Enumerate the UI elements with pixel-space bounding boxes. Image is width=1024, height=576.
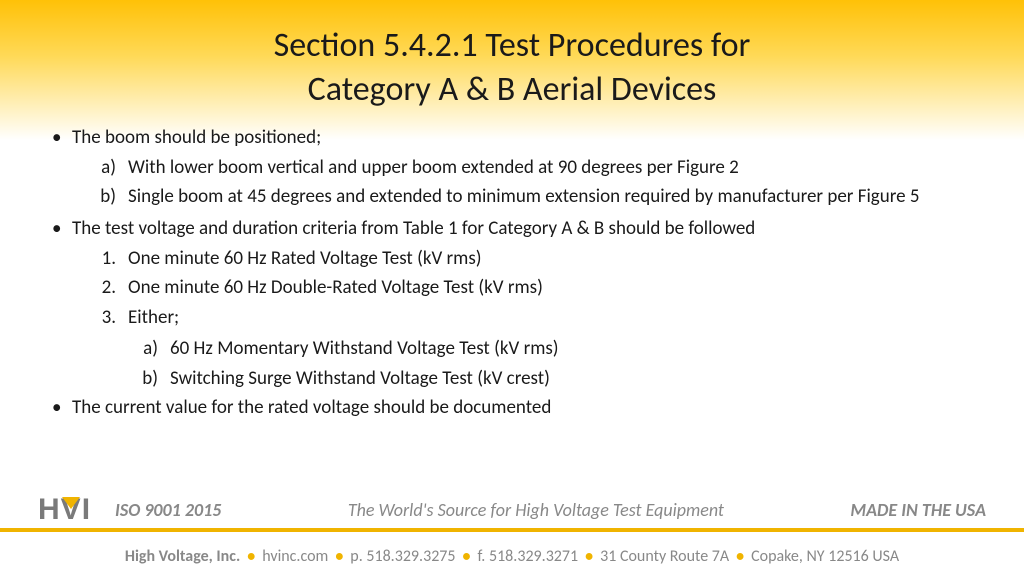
marker-2: 2. [98, 274, 128, 302]
bullet-2-1-text: One minute 60 Hz Rated Voltage Test (kV … [128, 245, 482, 273]
bullet-dot: • [50, 215, 72, 243]
tagline: The World's Source for High Voltage Test… [221, 499, 850, 521]
bullet-1: • The boom should be positioned; [50, 124, 974, 152]
marker-3: 3. [98, 304, 128, 332]
separator: • [335, 547, 343, 566]
title-line-1: Section 5.4.2.1 Test Procedures for [274, 25, 751, 66]
marker-a: a) [140, 335, 170, 363]
address-city: Copake, NY 12516 USA [751, 547, 899, 566]
bullet-2-text: The test voltage and duration criteria f… [72, 215, 755, 243]
marker-1: 1. [98, 245, 128, 273]
footer-upper: HVI ISO 9001 2015 The World's Source for… [0, 492, 1024, 532]
bullet-2-sublist: 1. One minute 60 Hz Rated Voltage Test (… [50, 245, 974, 332]
list-item: 2. One minute 60 Hz Double-Rated Voltage… [98, 274, 974, 302]
fax: f. 518.329.3271 [477, 547, 578, 566]
bullet-dot: • [50, 394, 72, 422]
list-item: 1. One minute 60 Hz Rated Voltage Test (… [98, 245, 974, 273]
company-name: High Voltage, Inc. [125, 547, 240, 566]
marker-b: b) [98, 183, 128, 211]
list-item: b) Single boom at 45 degrees and extende… [98, 183, 974, 211]
hvi-logo: HVI [38, 493, 91, 527]
website: hvinc.com [262, 547, 328, 566]
marker-b: b) [140, 365, 170, 393]
separator: • [585, 547, 593, 566]
bullet-3-text: The current value for the rated voltage … [72, 394, 551, 422]
bullet-2-3b-text: Switching Surge Withstand Voltage Test (… [170, 365, 550, 393]
bullet-1b-text: Single boom at 45 degrees and extended t… [128, 183, 919, 211]
made-in-usa: MADE IN THE USA [850, 499, 986, 521]
bullet-1-text: The boom should be positioned; [72, 124, 321, 152]
list-item: a) With lower boom vertical and upper bo… [98, 154, 974, 182]
bullet-dot: • [50, 124, 72, 152]
iso-cert: ISO 9001 2015 [115, 499, 221, 521]
bullet-2-3-text: Either; [128, 304, 179, 332]
bullet-3: • The current value for the rated voltag… [50, 394, 974, 422]
separator: • [736, 547, 744, 566]
title-line-2: Category A & B Aerial Devices [308, 69, 717, 110]
separator: • [247, 547, 255, 566]
list-item: b) Switching Surge Withstand Voltage Tes… [140, 365, 974, 393]
list-item: a) 60 Hz Momentary Withstand Voltage Tes… [140, 335, 974, 363]
bullet-2-3-sublist: a) 60 Hz Momentary Withstand Voltage Tes… [50, 335, 974, 392]
address-street: 31 County Route 7A [600, 547, 729, 566]
bullet-1a-text: With lower boom vertical and upper boom … [128, 154, 739, 182]
footer-lower: High Voltage, Inc. • hvinc.com • p. 518.… [0, 536, 1024, 576]
content-body: • The boom should be positioned; a) With… [0, 112, 1024, 421]
bullet-2-3a-text: 60 Hz Momentary Withstand Voltage Test (… [170, 335, 559, 363]
list-item: 3. Either; [98, 304, 974, 332]
marker-a: a) [98, 154, 128, 182]
bullet-2: • The test voltage and duration criteria… [50, 215, 974, 243]
phone: p. 518.329.3275 [350, 547, 455, 566]
separator: • [463, 547, 471, 566]
bullet-2-2-text: One minute 60 Hz Double-Rated Voltage Te… [128, 274, 543, 302]
page-title: Section 5.4.2.1 Test Procedures for Cate… [0, 0, 1024, 112]
bullet-1-sublist: a) With lower boom vertical and upper bo… [50, 154, 974, 211]
